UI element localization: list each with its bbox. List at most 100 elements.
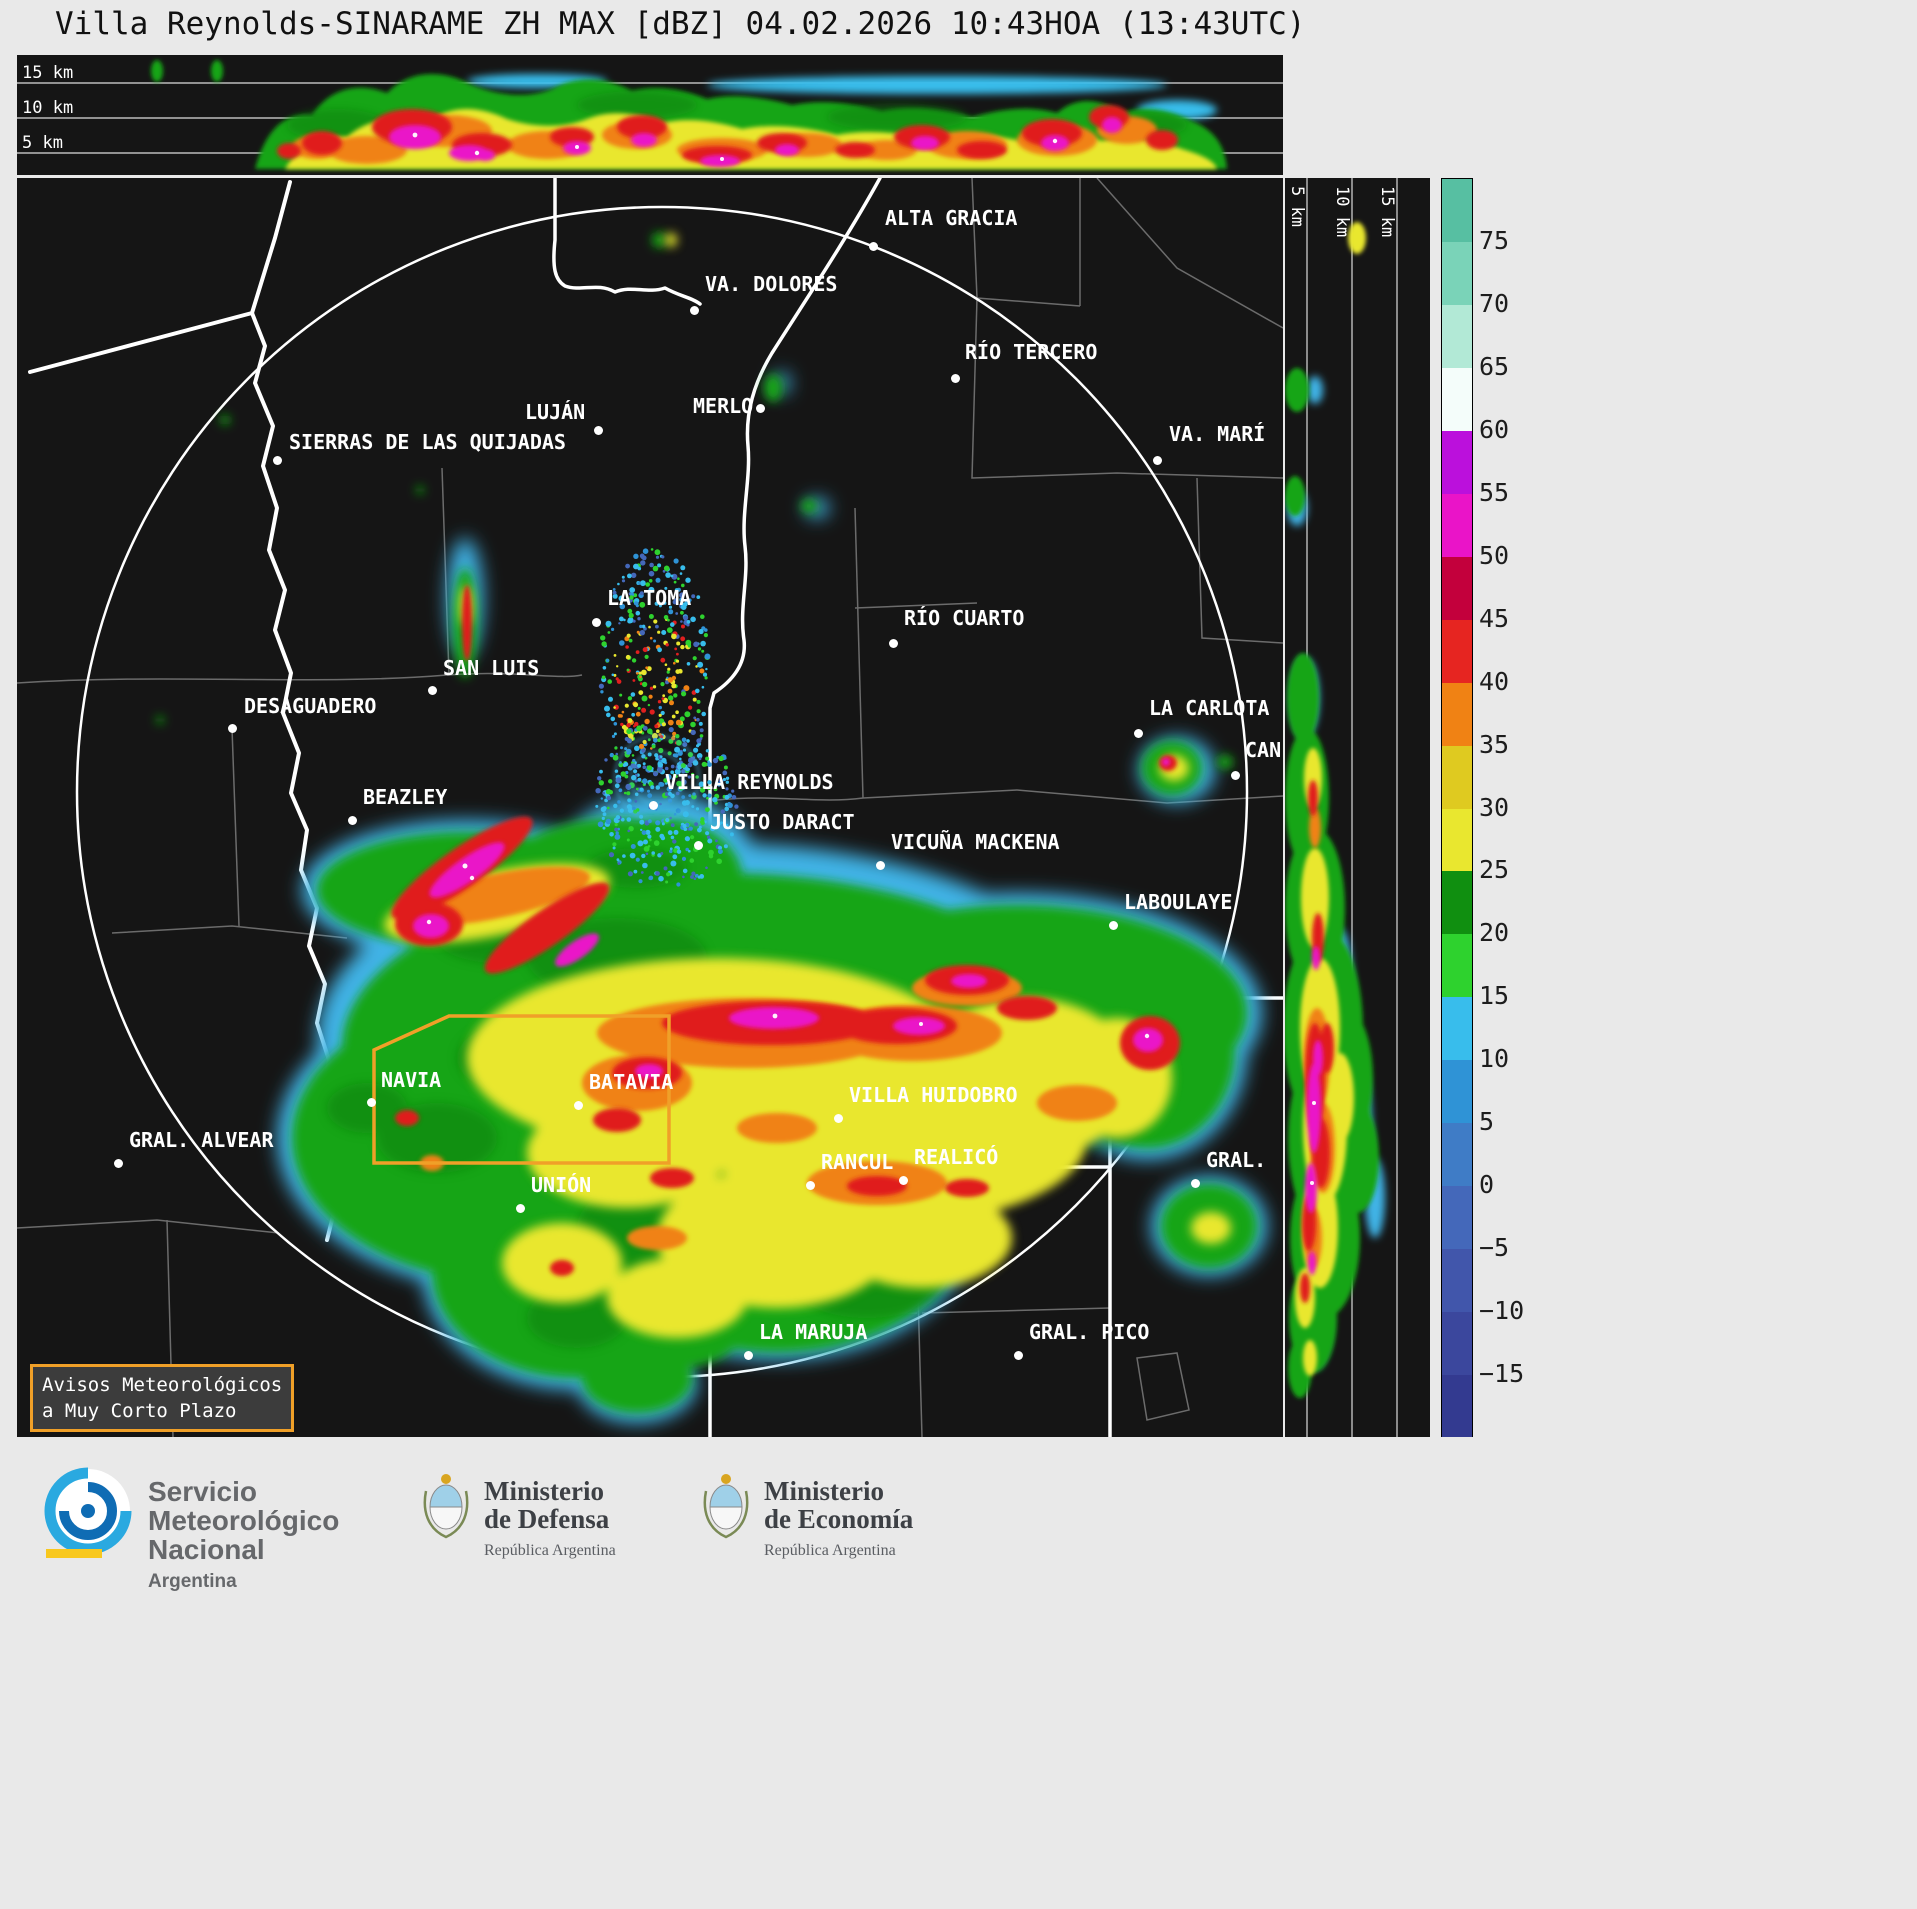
defensa-line2: de Defensa xyxy=(484,1504,610,1534)
city-label: RANCUL xyxy=(821,1150,894,1174)
dbz-colorbar-ticks: 75 70 65 60 55 50 45 40 35 30 25 20 15 10 5 0 −5 −10 −15 xyxy=(1479,178,1559,1437)
city-label: RÍO CUARTO xyxy=(904,606,1025,630)
top-echoes xyxy=(151,60,1227,169)
colorbar-segment xyxy=(1442,871,1472,935)
city-dot xyxy=(516,1204,525,1213)
city-label: LA TOMA xyxy=(607,586,692,610)
colorbar-tick-label: 60 xyxy=(1479,414,1510,444)
colorbar-tick-label: 75 xyxy=(1479,225,1510,255)
colorbar-tick-label: 70 xyxy=(1479,288,1510,318)
top-cross-section-panel: 15 km 10 km 5 km xyxy=(17,55,1283,175)
city-label: CAN xyxy=(1245,738,1282,762)
city-label: NAVIA xyxy=(381,1068,442,1092)
city-label: JUSTO DARACT xyxy=(710,810,855,834)
city-dot xyxy=(348,816,357,825)
smn-logo-icon xyxy=(44,1467,132,1558)
colorbar-tick-label: 45 xyxy=(1479,603,1510,633)
top-axis-label-15km: 15 km xyxy=(22,63,74,83)
warning-legend-line1: Avisos Meteorológicos xyxy=(42,1374,283,1396)
city-dot xyxy=(367,1098,376,1107)
colorbar-tick-label: 0 xyxy=(1479,1170,1495,1200)
colorbar-segment xyxy=(1442,1123,1472,1187)
smn-line1: Servicio xyxy=(148,1476,257,1507)
city-label: VA. DOLORES xyxy=(705,272,838,296)
economia-line1: Ministerio xyxy=(764,1476,884,1506)
radar-map-canvas xyxy=(17,178,1283,1437)
right-axis-label-5km: 5 km xyxy=(1287,186,1307,227)
warning-legend-line2: a Muy Corto Plazo xyxy=(42,1400,237,1422)
smn-logo-text: Servicio Meteorológico Nacional Argentin… xyxy=(148,1477,339,1596)
city-dot xyxy=(694,841,703,850)
city-dot xyxy=(876,861,885,870)
right-axis-label-15km: 15 km xyxy=(1377,186,1397,238)
colorbar-segment xyxy=(1442,556,1472,620)
city-label: SIERRAS DE LAS QUIJADAS xyxy=(289,430,566,454)
right-echoes xyxy=(1285,222,1385,1398)
radar-map-panel: ALTA GRACIA VA. DOLORES RÍO TERCERO MERLO LU… xyxy=(17,178,1283,1437)
city-dot xyxy=(869,242,878,251)
warning-legend-box: Avisos Meteorológicos a Muy Corto Plazo xyxy=(30,1364,295,1432)
city-label: LUJÁN xyxy=(525,400,586,424)
colorbar-tick-label: 10 xyxy=(1479,1044,1510,1074)
colorbar-tick-label: 40 xyxy=(1479,666,1510,696)
dbz-colorbar xyxy=(1441,178,1473,1439)
colorbar-tick-label: 65 xyxy=(1479,351,1510,381)
city-dot xyxy=(594,426,603,435)
city-dot xyxy=(1191,1179,1200,1188)
defensa-crest-icon xyxy=(423,1474,469,1539)
city-dot xyxy=(1153,456,1162,465)
city-label: LABOULAYE xyxy=(1124,890,1233,914)
city-dot xyxy=(574,1101,583,1110)
defensa-line1: Ministerio xyxy=(484,1476,604,1506)
colorbar-segment xyxy=(1442,1249,1472,1313)
city-dot xyxy=(1231,771,1240,780)
colorbar-tick-label: −15 xyxy=(1479,1359,1525,1389)
colorbar-segment xyxy=(1442,430,1472,494)
colorbar-segment xyxy=(1442,1060,1472,1124)
city-dot xyxy=(899,1176,908,1185)
colorbar-segment xyxy=(1442,241,1472,305)
colorbar-tick-label: 25 xyxy=(1479,855,1510,885)
city-dot xyxy=(1014,1351,1023,1360)
city-label: ALTA GRACIA xyxy=(885,206,1018,230)
city-dot xyxy=(690,306,699,315)
colorbar-tick-label: 30 xyxy=(1479,792,1510,822)
colorbar-tick-label: 50 xyxy=(1479,540,1510,570)
city-label: BATAVIA xyxy=(589,1070,674,1094)
economia-logo-text: Ministerio de Economía República Argenti… xyxy=(764,1477,913,1565)
colorbar-tick-label: −5 xyxy=(1479,1233,1510,1263)
city-label: DESAGUADERO xyxy=(244,694,377,718)
city-dot xyxy=(649,801,658,810)
colorbar-tick-label: 35 xyxy=(1479,729,1510,759)
colorbar-segment xyxy=(1442,808,1472,872)
economia-crest-icon xyxy=(703,1474,749,1539)
right-cross-section-canvas xyxy=(1285,178,1398,1437)
colorbar-tick-label: 20 xyxy=(1479,918,1510,948)
colorbar-segment xyxy=(1442,304,1472,368)
city-dot xyxy=(273,456,282,465)
city-label: MERLO xyxy=(693,394,754,418)
city-label: VA. MARÍ xyxy=(1169,422,1266,446)
city-label: LA CARLOTA xyxy=(1149,696,1270,720)
colorbar-segment xyxy=(1442,619,1472,683)
city-dot xyxy=(428,686,437,695)
defensa-logo-text: Ministerio de Defensa República Argentin… xyxy=(484,1477,616,1565)
colorbar-segment xyxy=(1442,1186,1472,1250)
city-label: GRAL. PICO xyxy=(1029,1320,1150,1344)
colorbar-segment xyxy=(1442,367,1472,431)
footer: Servicio Meteorológico Nacional Argentin… xyxy=(0,1437,1917,1909)
city-dot xyxy=(592,618,601,627)
smn-line2: Meteorológico xyxy=(148,1505,340,1536)
page-title: Villa Reynolds-SINARAME ZH MAX [dBZ] 04.… xyxy=(55,6,1306,42)
colorbar-segment xyxy=(1442,1375,1472,1439)
top-axis-label-10km: 10 km xyxy=(22,98,74,118)
city-dot xyxy=(889,639,898,648)
top-cross-section-canvas xyxy=(17,60,1283,169)
city-dot xyxy=(1109,921,1118,930)
city-dot xyxy=(1134,729,1143,738)
city-dot xyxy=(951,374,960,383)
city-label: SAN LUIS xyxy=(443,656,540,680)
city-dot xyxy=(228,724,237,733)
city-dot xyxy=(744,1351,753,1360)
